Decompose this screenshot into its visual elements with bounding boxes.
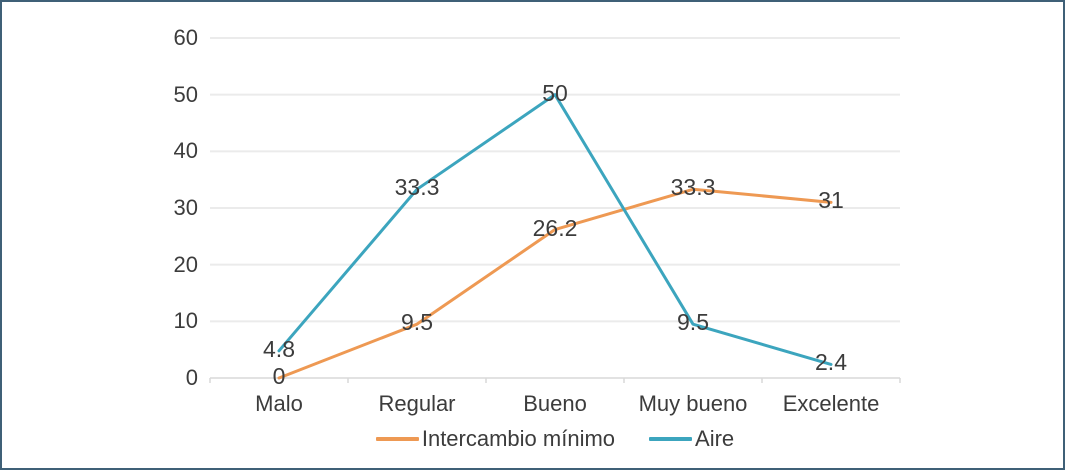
x-category-label: Bueno: [523, 391, 587, 416]
y-tick-label: 60: [173, 25, 198, 50]
data-label: 26.2: [532, 214, 578, 241]
series-line: [277, 93, 833, 366]
data-label: 33.3: [670, 174, 716, 201]
data-label: 9.5: [677, 309, 709, 336]
data-label: 31: [818, 187, 844, 214]
data-label: 50: [542, 79, 568, 106]
legend-label-intercambio-minimo: Intercambio mínimo: [421, 426, 616, 451]
y-tick-label: 20: [173, 251, 198, 277]
data-label: 4.8: [263, 335, 295, 362]
x-category-label: Excelente: [782, 391, 880, 416]
legend-item-intercambio-minimo: Intercambio mínimo: [375, 426, 616, 451]
legend-item-aire: Aire: [649, 427, 734, 451]
legend-line-swatch-intercambio-minimo: [375, 437, 419, 441]
y-tick-label: 50: [173, 81, 198, 107]
data-label: 2.4: [815, 349, 847, 376]
legend-label-aire: Aire: [695, 426, 735, 451]
series-line: [277, 187, 833, 380]
x-category-label: Regular: [378, 391, 456, 416]
y-tick-label: 10: [173, 308, 198, 334]
data-label: 9.5: [401, 309, 433, 336]
data-label: 33.3: [394, 174, 440, 201]
data-label: 0: [272, 363, 286, 389]
y-tick-label: 30: [173, 195, 198, 220]
legend: Intercambio mínimo Aire: [210, 426, 900, 452]
y-tick-label: 40: [173, 138, 198, 164]
x-category-label: Malo: [255, 391, 303, 416]
legend-line-swatch-aire: [649, 437, 693, 441]
y-tick-label: 0: [185, 365, 198, 390]
x-category-label: Muy bueno: [638, 391, 748, 416]
